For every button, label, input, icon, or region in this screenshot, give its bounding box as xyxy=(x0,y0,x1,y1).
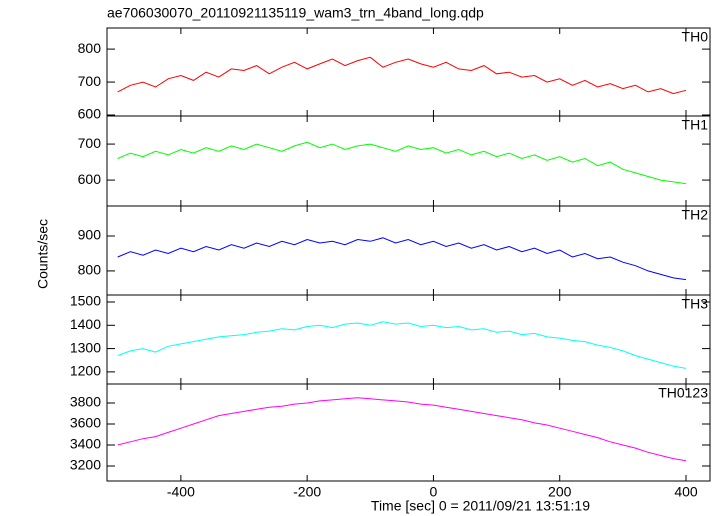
y-axis-label: Counts/sec xyxy=(35,219,51,289)
panel-frame xyxy=(106,383,711,482)
y-tick-label: 800 xyxy=(78,40,102,56)
data-line xyxy=(117,237,687,281)
y-tick-label: 1400 xyxy=(70,316,101,332)
y-tick-label: 700 xyxy=(78,135,102,151)
y-tick-label: 900 xyxy=(78,227,102,243)
y-tick-label: 1300 xyxy=(70,339,101,355)
data-line xyxy=(117,141,687,185)
y-tick-label: 800 xyxy=(78,262,102,278)
y-tick-label: 600 xyxy=(78,171,102,187)
panel-label: TH0123 xyxy=(658,385,708,401)
x-axis-label: Time [sec] 0 = 2011/09/21 13:51:19 xyxy=(371,498,590,514)
y-tick-label: 1500 xyxy=(70,293,101,309)
x-tick-label: -400 xyxy=(167,484,195,500)
data-line xyxy=(117,321,687,369)
x-tick-label: 0 xyxy=(430,484,438,500)
y-tick-label: 3600 xyxy=(70,415,101,431)
panel-label: TH2 xyxy=(682,207,709,223)
data-line xyxy=(117,56,687,95)
panel-label: TH3 xyxy=(682,296,709,312)
y-tick-label: 3200 xyxy=(70,457,101,473)
x-tick-label: 200 xyxy=(548,484,572,500)
panel-label: TH1 xyxy=(682,117,709,133)
y-tick-label: 700 xyxy=(78,73,102,89)
y-tick-label: 3400 xyxy=(70,436,101,452)
x-tick-label: 400 xyxy=(674,484,698,500)
chart-title: ae706030070_20110921135119_wam3_trn_4ban… xyxy=(107,5,484,21)
y-tick-label: 600 xyxy=(78,106,102,122)
data-line xyxy=(117,397,687,462)
y-tick-label: 3800 xyxy=(70,394,101,410)
x-tick-label: -200 xyxy=(293,484,321,500)
panel-label: TH0 xyxy=(682,29,709,45)
y-tick-label: 1200 xyxy=(70,363,101,379)
